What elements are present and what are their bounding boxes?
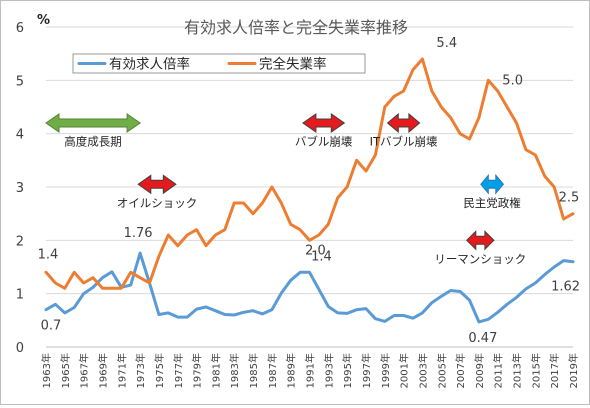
x-tick-label: 1997年 xyxy=(360,353,373,388)
data-label: 2.5 xyxy=(559,191,580,206)
annotation-label: バブル崩壊 xyxy=(295,135,353,149)
annotation-arrow xyxy=(480,173,505,195)
data-label: 1.4 xyxy=(311,249,332,264)
y-tick-label: 2 xyxy=(16,234,24,249)
x-tick-label: 2007年 xyxy=(454,353,467,388)
data-labels: 1.40.71.761.42.05.45.00.472.51.62 xyxy=(38,36,580,346)
x-tick-label: 1999年 xyxy=(379,353,392,388)
data-label: 1.4 xyxy=(38,247,59,262)
x-tick-label: 1985年 xyxy=(247,353,260,388)
x-tick-label: 2015年 xyxy=(529,353,542,388)
x-tick-label: 1967年 xyxy=(78,353,91,388)
gridlines xyxy=(46,26,573,295)
x-tick-label: 1971年 xyxy=(115,353,128,388)
annotation-arrow xyxy=(137,174,177,195)
x-tick-label: 2017年 xyxy=(548,353,561,388)
data-label: 1.62 xyxy=(551,280,580,295)
x-tick-label: 2005年 xyxy=(435,353,448,388)
annotation-label: リーマンショック xyxy=(434,252,526,266)
x-tick-label: 1965年 xyxy=(59,353,72,388)
data-label: 1.76 xyxy=(124,226,153,241)
x-tick-label: 2009年 xyxy=(473,353,486,388)
data-label: 5.4 xyxy=(436,36,457,51)
x-tick-label: 1991年 xyxy=(304,353,317,388)
annotation-label: ITバブル崩壊 xyxy=(370,135,438,149)
x-tick-label: 1973年 xyxy=(134,353,147,388)
x-tick-label: 1981年 xyxy=(209,353,222,388)
axes: 0 1 2 3 4 5 6 1963年 1965年 1967年 1969年 1971年 1973年 197… xyxy=(16,21,580,388)
y-tick-label: 4 xyxy=(16,128,24,143)
y-tick-label: 3 xyxy=(16,181,24,196)
x-tick-label: 2013年 xyxy=(511,353,524,388)
data-label: 0.7 xyxy=(41,319,62,334)
series-line-unemployment-rate xyxy=(44,57,575,290)
x-tick-label: 1969年 xyxy=(96,353,109,388)
annotation-arrow xyxy=(465,230,495,251)
x-tick-label: 1989年 xyxy=(285,353,298,388)
y-tick-label: 0 xyxy=(16,341,24,356)
annotation-arrow xyxy=(302,113,346,133)
x-tick-label: 2011年 xyxy=(492,353,505,388)
x-tick-label: 1975年 xyxy=(153,353,166,388)
annotation-label: 民主党政権 xyxy=(463,196,521,210)
legend-label-unemployment: 完全失業率 xyxy=(259,56,327,73)
data-label: 5.0 xyxy=(502,73,523,88)
y-unit-label: % xyxy=(37,13,50,28)
x-tick-label: 1979年 xyxy=(191,353,204,388)
data-label: 0.47 xyxy=(468,331,497,346)
series xyxy=(44,57,575,324)
annotation-label: 高度成長期 xyxy=(64,135,122,149)
legend-label-job-ratio: 有効求人倍率 xyxy=(109,56,190,73)
data-label: 2.0 xyxy=(305,243,326,258)
annotation-label: オイルショック xyxy=(117,196,198,210)
chart-title: 有効求人倍率と完全失業率推移 xyxy=(184,18,408,37)
x-tick-label: 1963年 xyxy=(40,353,53,388)
y-tick-label: 6 xyxy=(16,21,24,36)
annotation-arrow xyxy=(45,113,141,133)
x-tick-label: 2003年 xyxy=(416,353,429,388)
x-tick-label: 1993年 xyxy=(322,353,335,388)
annotation-arrow xyxy=(386,112,421,134)
x-tick-label: 2001年 xyxy=(398,353,411,388)
x-tick-label: 1983年 xyxy=(228,353,241,388)
legend: 有効求人倍率 完全失業率 xyxy=(72,53,366,74)
x-tick-label: 2019年 xyxy=(567,353,580,388)
y-tick-label: 5 xyxy=(16,74,24,89)
x-tick-label: 1995年 xyxy=(341,353,354,388)
x-tick-label: 1977年 xyxy=(172,353,185,388)
x-tick-label: 1987年 xyxy=(266,353,279,388)
y-tick-label: 1 xyxy=(16,288,24,303)
